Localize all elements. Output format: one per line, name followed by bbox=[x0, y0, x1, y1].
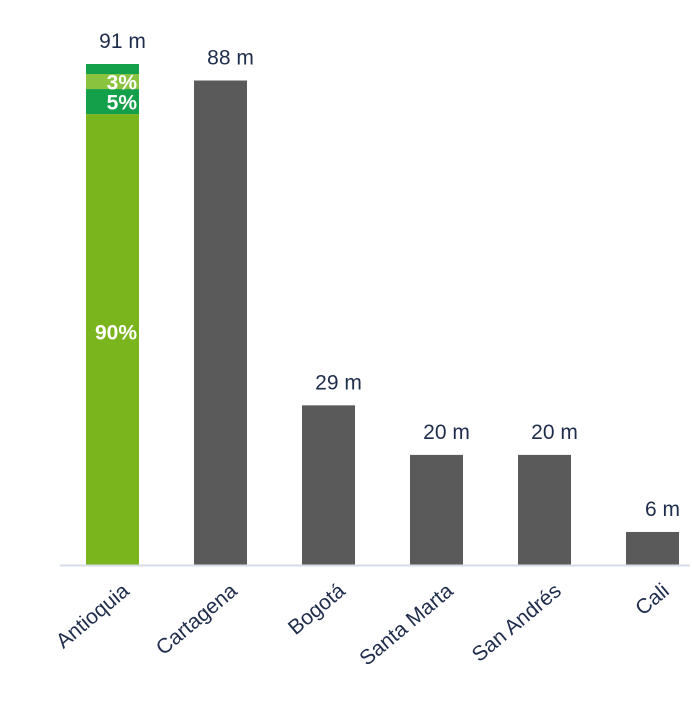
bar-top-band bbox=[86, 64, 139, 75]
bar-cartagena bbox=[194, 80, 247, 566]
bars-layer bbox=[86, 64, 679, 566]
segment-label: 3% bbox=[107, 72, 138, 95]
bar-cali bbox=[626, 531, 679, 565]
category-label-cartagena: Cartagena bbox=[152, 579, 242, 660]
category-label-san-andres: San Andrés bbox=[468, 579, 566, 666]
category-label-santa-marta: Santa Marta bbox=[355, 579, 458, 670]
value-label-san-andres: 20 m bbox=[531, 421, 578, 444]
value-label-bogota: 29 m bbox=[315, 371, 362, 394]
bar-san-andres bbox=[518, 454, 571, 565]
bar-segment-5 bbox=[86, 89, 139, 115]
category-label-cali: Cali bbox=[631, 579, 674, 620]
category-labels-layer: Antioquia Cartagena Bogotá Santa Marta San A… bbox=[52, 579, 674, 670]
value-label-cali: 6 m bbox=[645, 498, 680, 521]
bar-bogota bbox=[302, 405, 355, 565]
category-label-antioquia: Antioquia bbox=[52, 579, 134, 653]
value-label-santa-marta: 20 m bbox=[423, 421, 470, 444]
segment-label: 90% bbox=[95, 322, 137, 345]
bar-santa-marta bbox=[410, 454, 463, 565]
labels-layer: 90% 5%3% 91 m 88 m 29 m 20 m 20 m 6 m bbox=[95, 30, 680, 521]
bar-segment-90 bbox=[86, 114, 139, 565]
category-label-bogota: Bogotá bbox=[284, 579, 350, 640]
value-label-cartagena: 88 m bbox=[207, 47, 254, 70]
value-label-antioquia: 91 m bbox=[99, 30, 146, 53]
bar-segment-3 bbox=[86, 74, 139, 90]
segment-label: 5% bbox=[107, 92, 138, 115]
